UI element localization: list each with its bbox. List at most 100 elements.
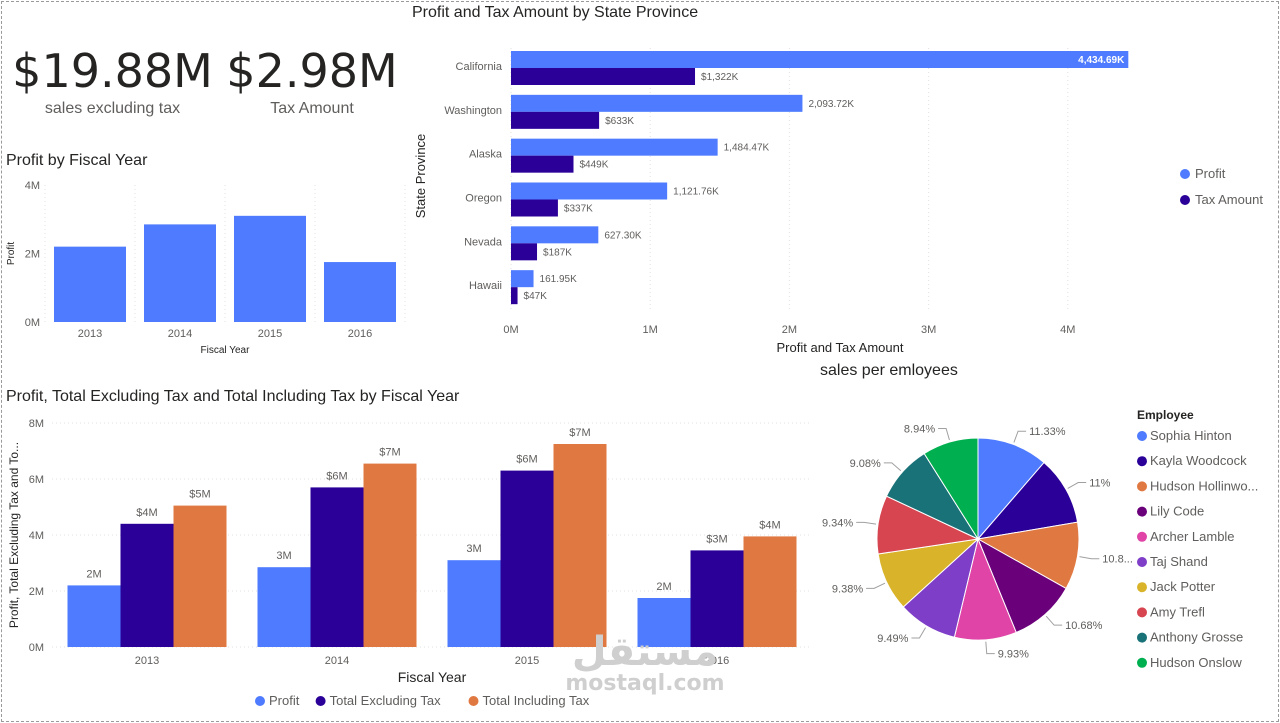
x-tick-label: 2014 [168, 328, 192, 340]
bar-tax-oregon[interactable] [511, 199, 558, 217]
y-tick-label: 4M [29, 530, 44, 542]
kpi-sales-label: sales excluding tax [44, 100, 181, 117]
legend-marker [1180, 169, 1190, 179]
pie-slice-hudson-hollinwo-[interactable] [976, 521, 1080, 590]
x-tick-label: 0M [503, 324, 518, 336]
legend-label: Total Excluding Tax [330, 693, 442, 708]
x-tick-label: 2015 [258, 328, 282, 340]
legend-label: Jack Potter [1150, 579, 1216, 594]
legend-label: Amy Trefl [1150, 604, 1205, 619]
pie-leader-line [1045, 615, 1063, 626]
legend-marker [1137, 481, 1147, 492]
bar-total-excluding-tax-2016[interactable] [690, 550, 744, 647]
legend-label: Total Including Tax [483, 693, 590, 708]
legend-marker [468, 696, 479, 706]
x-tick-label: 1M [643, 324, 658, 336]
kpi-tax-card[interactable]: $2.98M Tax Amount [222, 44, 402, 118]
bar-total-including-tax-2016[interactable] [743, 536, 797, 647]
y-axis-title: Profit, Total Excluding Tax and To... [7, 442, 21, 628]
pie-data-label: 9.49% [877, 633, 908, 645]
bar-tax-alaska[interactable] [511, 155, 574, 173]
bar-profit-2015[interactable] [234, 215, 306, 322]
y-tick-label: 8M [29, 418, 44, 430]
bar-total-excluding-tax-2015[interactable] [500, 470, 554, 647]
y-tick-label: 0M [29, 642, 44, 654]
y-tick-label: Washington [444, 105, 502, 117]
bar-tax-hawaii[interactable] [511, 287, 518, 305]
sales-per-employee-chart[interactable]: 11.33% 11% 10.8... 10.68% 9.93% 9.49% 9.38% 9.3… [815, 392, 1275, 692]
bar-total-including-tax-2015[interactable] [553, 444, 607, 647]
bar-profit-2013[interactable] [54, 246, 126, 322]
pie-leader-line [866, 582, 886, 589]
x-tick-label: 2016 [705, 655, 729, 667]
legend-marker [1137, 506, 1147, 517]
bar-profit-alaska[interactable] [511, 138, 718, 156]
data-label-tax: $449K [580, 160, 609, 171]
data-label-profit: 2M [86, 568, 101, 580]
profit-by-year-chart[interactable]: 0M 2M 4M 2013 2014 2015 2016 Fiscal Year Profit [0, 175, 410, 360]
data-label-profit: 3M [466, 543, 481, 555]
state-chart-title: Profit and Tax Amount by State Province [412, 4, 699, 21]
bar-profit-2013[interactable] [67, 585, 121, 647]
bar-total-including-tax-2013[interactable] [173, 505, 227, 647]
legend-marker [1180, 195, 1190, 205]
y-tick-label: 4M [25, 180, 40, 192]
mostaql-watermark: مستقل mostaql.com [560, 632, 730, 696]
legend-marker [1137, 582, 1147, 593]
data-label-profit: 3M [276, 550, 291, 562]
data-label-tax: $633K [605, 116, 634, 127]
bar-profit-2014[interactable] [257, 567, 311, 647]
legend-title: Employee [1137, 408, 1194, 422]
pie-slice-hudson-onslow[interactable] [923, 437, 979, 541]
bar-profit-2015[interactable] [447, 560, 501, 647]
bar-tax-california[interactable] [511, 68, 696, 85]
pie-data-label: 10.8... [1102, 554, 1133, 566]
pie-leader-line [985, 641, 995, 655]
pie-data-label: 9.93% [998, 649, 1029, 661]
data-label-total-including-tax: $5M [189, 489, 210, 501]
bar-total-including-tax-2014[interactable] [363, 463, 417, 647]
pie-leader-line [883, 462, 902, 472]
y-tick-label: 2M [29, 586, 44, 598]
data-label-total-excluding-tax: $4M [136, 507, 157, 519]
bar-profit-hawaii[interactable] [511, 270, 534, 288]
data-label-tax: $1,322K [701, 72, 739, 83]
legend-label: Taj Shand [1150, 554, 1208, 569]
bar-profit-2016[interactable] [324, 262, 396, 322]
x-axis-title: Profit and Tax Amount [777, 340, 904, 355]
data-label-tax: $47K [524, 291, 548, 302]
bar-profit-2014[interactable] [144, 224, 216, 322]
y-tick-label: California [456, 61, 503, 73]
bar-profit-2016[interactable] [637, 598, 691, 647]
watermark-arabic: مستقل [571, 629, 719, 675]
bar-profit-oregon[interactable] [511, 182, 668, 200]
profit-by-year-title: Profit by Fiscal Year [6, 152, 148, 169]
data-label-total-including-tax: $7M [569, 427, 590, 439]
legend-label: Anthony Grosse [1150, 630, 1243, 645]
bar-profit-washington[interactable] [511, 94, 803, 112]
y-tick-label: Nevada [464, 236, 503, 248]
pie-data-label: 9.38% [832, 583, 863, 595]
pie-slice-sophia-hinton[interactable] [977, 437, 1045, 541]
bar-profit-california[interactable] [511, 51, 1129, 68]
bar-profit-nevada[interactable] [511, 226, 599, 244]
bar-tax-washington[interactable] [511, 111, 600, 129]
bar-tax-nevada[interactable] [511, 243, 538, 261]
state-province-chart[interactable]: 0M 1M 2M 3M 4M 4,434.69K $1,322K California 2,09… [410, 28, 1280, 363]
legend-marker [1137, 431, 1147, 441]
bar-total-excluding-tax-2013[interactable] [120, 523, 174, 647]
data-label-profit: 1,121.76K [673, 187, 719, 198]
legend-marker [1137, 456, 1147, 467]
bar-total-excluding-tax-2014[interactable] [310, 487, 364, 647]
legend-label: Tax Amount [1195, 192, 1263, 207]
kpi-sales-card[interactable]: $19.88M sales excluding tax [10, 44, 215, 118]
legend-marker [255, 696, 265, 706]
pie-chart-title: sales per emloyees [820, 362, 958, 379]
pie-slice-kayla-woodcock[interactable] [976, 461, 1079, 540]
x-tick-label: 2013 [135, 655, 159, 667]
totals-by-year-chart[interactable]: 0M 2M 4M 6M 8M 2M $4M $5M 2013 3M $6M $7M 2014 3M $6M $… [0, 410, 820, 715]
pie-slice-lily-code[interactable] [976, 537, 1067, 634]
legend-label: Profit [269, 693, 300, 708]
pie-leader-line [1067, 482, 1087, 489]
